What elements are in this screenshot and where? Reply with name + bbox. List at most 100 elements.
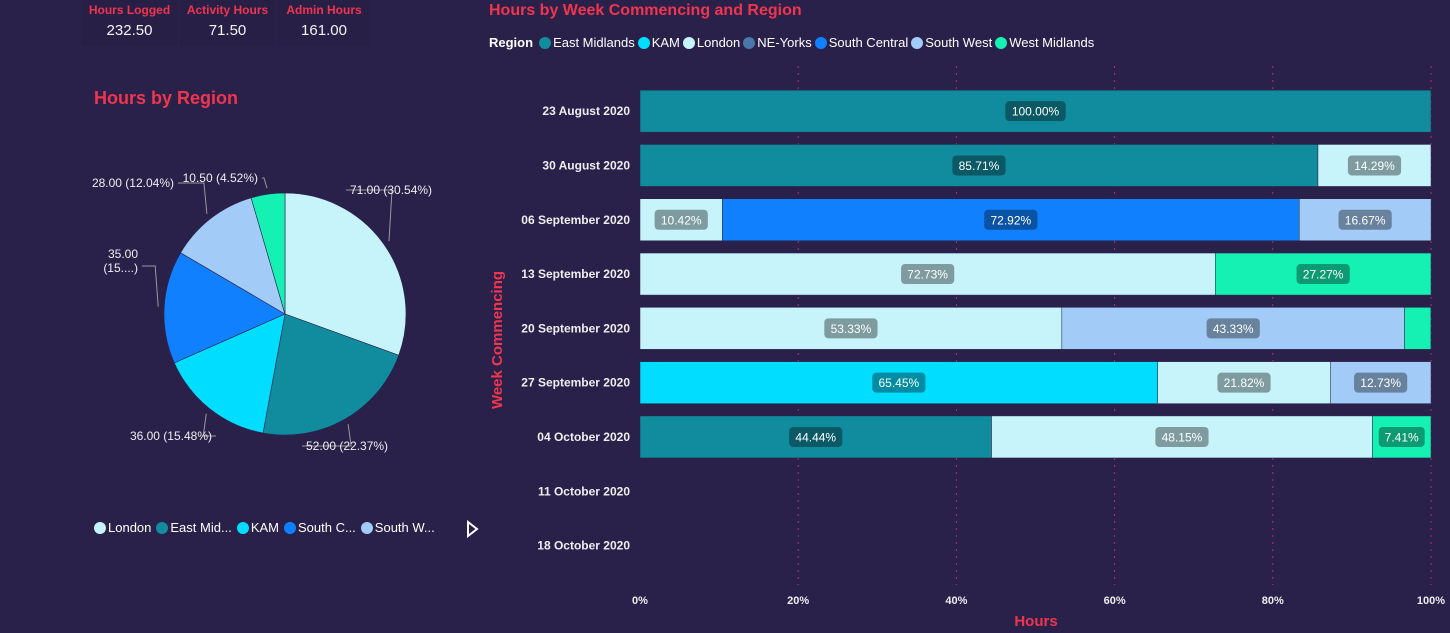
data-label-background xyxy=(1354,372,1408,393)
pie-slice xyxy=(173,313,286,434)
y-tick-label: 27 September 2020 xyxy=(521,376,630,390)
pie-legend: London East Mid... KAM South C... South W... xyxy=(94,520,440,535)
y-tick-label: 23 August 2020 xyxy=(542,104,630,118)
kpi-value: 232.50 xyxy=(106,22,153,39)
bar-segment xyxy=(639,252,1216,296)
bar-segment xyxy=(639,89,1432,133)
legend-label: KAM xyxy=(651,35,680,50)
legend-dot-icon xyxy=(94,521,106,534)
data-label: 65.45% xyxy=(879,376,920,390)
data-label: 14.29% xyxy=(1354,159,1395,173)
y-tick-label: 18 October 2020 xyxy=(537,539,630,553)
legend-item[interactable]: South Central xyxy=(814,35,908,50)
data-label: 44.44% xyxy=(795,430,836,444)
legend-dot-icon xyxy=(995,36,1008,49)
x-tick-label: 60% xyxy=(1104,595,1126,607)
bar-segment xyxy=(1317,144,1432,187)
y-tick-label: 06 September 2020 xyxy=(521,213,630,227)
pie-slice xyxy=(180,197,286,315)
legend-label: East Midlands xyxy=(553,35,635,50)
x-tick-label: 40% xyxy=(945,595,967,607)
pie-slice xyxy=(284,192,407,356)
pie-slice xyxy=(163,252,286,364)
legend-item[interactable]: South West xyxy=(911,35,992,50)
data-label-background xyxy=(1217,372,1271,393)
legend-dot-icon xyxy=(743,36,756,49)
legend-dot-icon xyxy=(682,36,695,49)
kpi-title: Admin Hours xyxy=(286,3,362,17)
bar-segment xyxy=(722,198,1300,241)
x-tick-label: 80% xyxy=(1262,595,1284,607)
pie-data-label: 28.00 (12.04%) xyxy=(92,176,174,190)
legend-label: NE-Yorks xyxy=(757,35,812,50)
y-tick-label: 30 August 2020 xyxy=(542,158,630,172)
data-label-background xyxy=(824,318,878,339)
data-label-background xyxy=(952,155,1006,176)
legend-item[interactable]: East Mid... xyxy=(156,520,232,535)
x-tick-label: 20% xyxy=(787,595,809,607)
legend-item[interactable]: London xyxy=(94,520,151,535)
data-label-background xyxy=(984,209,1038,230)
data-label: 7.41% xyxy=(1385,430,1419,444)
data-label: 85.71% xyxy=(959,159,1000,173)
bar-segment xyxy=(1404,307,1432,350)
y-tick-label: 11 October 2020 xyxy=(538,484,630,498)
data-label: 12.73% xyxy=(1360,376,1401,390)
data-label-background xyxy=(1005,101,1066,122)
data-label-background xyxy=(1155,426,1209,447)
pie-data-label: 52.00 (22.37%) xyxy=(306,439,388,453)
bar-segment xyxy=(1372,415,1432,459)
data-label-background xyxy=(654,209,708,230)
legend-dot-icon xyxy=(360,521,373,534)
legend-label: South W... xyxy=(374,520,435,535)
bar-segment xyxy=(991,415,1373,459)
legend-dot-icon xyxy=(236,521,249,534)
legend-title: Region xyxy=(489,35,534,50)
bar-segment xyxy=(1298,198,1432,241)
y-tick-label: 13 September 2020 xyxy=(521,267,630,281)
legend-item[interactable]: South C... xyxy=(283,520,356,535)
legend-item[interactable]: South W... xyxy=(360,520,435,535)
legend-item[interactable]: NE-Yorks xyxy=(743,35,812,50)
pie-slice xyxy=(250,192,286,315)
kpi-card-admin-hours: Admin Hours 161.00 xyxy=(278,0,370,46)
data-label: 21.82% xyxy=(1224,376,1265,390)
x-tick-label: 0% xyxy=(632,595,648,607)
kpi-value: 161.00 xyxy=(301,22,347,39)
pie-data-label: (15....) xyxy=(103,261,138,275)
data-label: 27.27% xyxy=(1303,268,1344,282)
bar-segment xyxy=(1330,361,1432,404)
kpi-title: Hours Logged xyxy=(88,3,171,17)
pie-leader-line xyxy=(302,424,352,447)
legend-item[interactable]: East Midlands xyxy=(539,35,635,50)
pie-chart-title: Hours by Region xyxy=(94,88,239,108)
data-label-background xyxy=(1378,426,1425,447)
data-label-background xyxy=(872,372,926,393)
pie-leader-line xyxy=(346,189,393,242)
bar-segment xyxy=(1215,252,1432,296)
bar-segment xyxy=(1157,361,1331,404)
pie-slice xyxy=(262,313,400,436)
bar-segment xyxy=(639,144,1319,187)
legend-item[interactable]: London xyxy=(682,35,740,50)
pie-chart: 71.00 (30.54%) 52.00 (22.37%) 36.00 (15.48… xyxy=(92,171,432,453)
data-label: 53.33% xyxy=(831,322,872,336)
pie-leader-line xyxy=(178,182,208,214)
legend-item[interactable]: KAM xyxy=(236,520,279,535)
legend-label: London xyxy=(108,520,152,535)
bar-segment xyxy=(639,198,723,241)
pie-data-label: 36.00 (15.48%) xyxy=(130,429,212,443)
bar-segment xyxy=(639,307,1063,350)
bar-segment xyxy=(639,361,1158,404)
x-axis-title: Hours xyxy=(1014,613,1057,630)
data-label: 16.67% xyxy=(1345,213,1386,227)
legend-next-arrow-icon[interactable] xyxy=(465,520,479,538)
data-label-background xyxy=(1296,264,1350,285)
pie-leader-line xyxy=(262,177,268,189)
legend-item[interactable]: KAM xyxy=(637,35,680,50)
kpi-card-hours-logged: Hours Logged 232.50 xyxy=(82,0,177,46)
data-label-background xyxy=(1338,209,1392,230)
kpi-title: Activity Hours xyxy=(186,3,269,17)
x-tick-label: 100% xyxy=(1417,595,1445,607)
legend-item[interactable]: West Midlands xyxy=(995,35,1094,50)
